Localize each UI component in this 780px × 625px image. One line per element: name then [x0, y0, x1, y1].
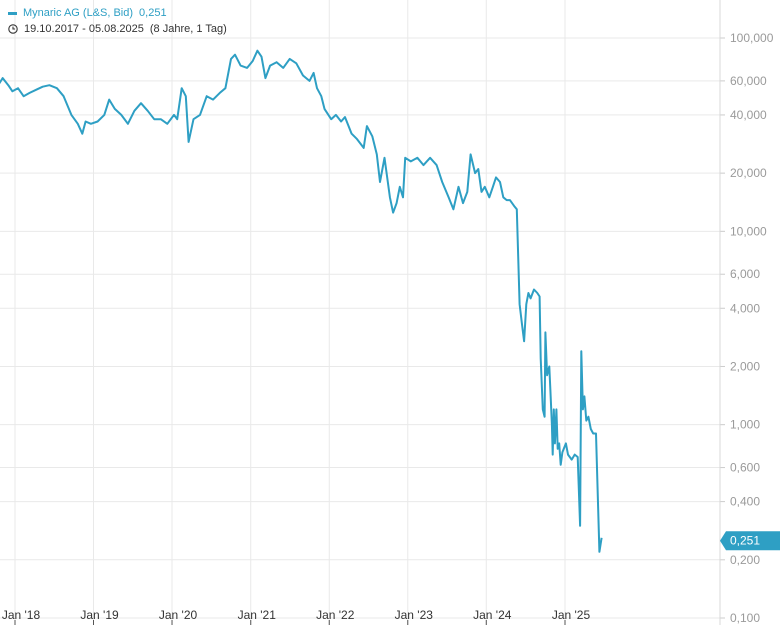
clock-icon [8, 24, 18, 34]
vertical-gridlines [14, 0, 566, 625]
y-tick-label: 0,600 [730, 461, 760, 475]
legend-date-range: 19.10.2017 - 05.08.2025 [24, 23, 144, 35]
legend-series-value: 0,251 [139, 7, 167, 19]
x-tick-label: Jan '21 [238, 608, 277, 622]
last-value-badge: 0,251 [720, 531, 780, 551]
x-tick-label: Jan '25 [552, 608, 591, 622]
y-tick-label: 0,400 [730, 495, 760, 509]
y-tick-label: 60,000 [730, 74, 767, 88]
y-tick-label: 4,000 [730, 301, 760, 315]
legend-duration: (8 Jahre, 1 Tag) [149, 23, 227, 35]
x-tick-label: Jan '19 [80, 608, 119, 622]
horizontal-gridlines [0, 37, 725, 619]
y-tick-label: 0,200 [730, 553, 760, 567]
last-value-badge-shape [720, 531, 780, 551]
last-value-label: 0,251 [730, 534, 760, 548]
series-line[interactable] [0, 49, 603, 553]
x-tick-label: Jan '23 [395, 608, 434, 622]
x-tick-label: Jan '24 [473, 608, 512, 622]
y-tick-label: 10,000 [730, 224, 767, 238]
x-tick-label: Jan '20 [159, 608, 198, 622]
legend-series-row[interactable]: Mynaric AG (L&S, Bid) 0,251 [8, 5, 227, 21]
y-tick-label: 1,000 [730, 418, 760, 432]
x-axis-tick-labels: Jan '18 Jan '19 Jan '20 Jan '21 Jan '22 Jan '… [2, 608, 591, 622]
y-tick-label: 2,000 [730, 359, 760, 373]
legend-date-row: 19.10.2017 - 05.08.2025 (8 Jahre, 1 Tag) [8, 21, 227, 37]
x-tick-label: Jan '22 [316, 608, 355, 622]
chart-legend: Mynaric AG (L&S, Bid) 0,251 19.10.2017 -… [8, 5, 227, 37]
y-axis-tick-labels: 100,000 60,000 40,000 20,000 10,000 6,000 4,00… [730, 31, 774, 625]
y-tick-label: 40,000 [730, 108, 767, 122]
legend-series-label: Mynaric AG (L&S, Bid) [23, 7, 134, 19]
y-tick-label: 6,000 [730, 267, 760, 281]
y-tick-label: 0,100 [730, 611, 760, 625]
x-tick-label: Jan '18 [2, 608, 41, 622]
y-tick-label: 20,000 [730, 166, 767, 180]
y-tick-label: 100,000 [730, 31, 774, 45]
series-swatch [8, 11, 17, 15]
